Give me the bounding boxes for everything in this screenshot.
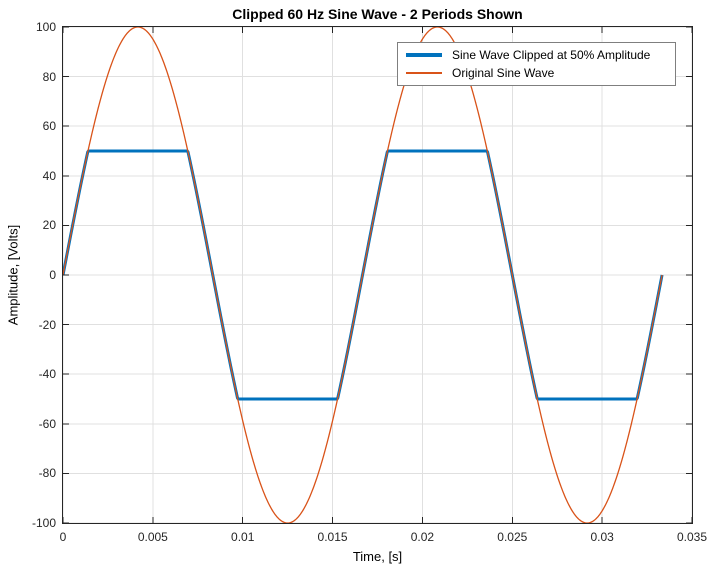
y-tick-label: 0 — [49, 268, 56, 282]
legend-item: Sine Wave Clipped at 50% Amplitude — [398, 46, 675, 64]
series-line-sine — [63, 27, 663, 523]
y-axis-label: Amplitude, [Volts] — [5, 224, 21, 326]
legend-box: Sine Wave Clipped at 50% Amplitude Origin… — [397, 42, 676, 86]
y-tick-label: 80 — [42, 69, 56, 84]
x-axis-label: Time, [s] — [352, 549, 403, 564]
legend-item: Original Sine Wave — [398, 64, 675, 82]
y-tick-label: 60 — [42, 119, 56, 134]
x-tick-label: 0.035 — [676, 530, 708, 544]
plot-area — [62, 26, 693, 524]
y-tick-label: -40 — [38, 367, 56, 382]
x-tick-label: 0.02 — [410, 530, 435, 544]
x-tick-label: 0.01 — [231, 530, 255, 544]
y-tick-label: -20 — [38, 317, 56, 332]
plot-canvas — [63, 27, 692, 523]
x-tick-label: 0.015 — [317, 530, 348, 544]
x-tick-label: 0 — [59, 530, 67, 544]
legend-line-sample — [406, 53, 442, 57]
plot-title: Clipped 60 Hz Sine Wave - 2 Periods Show… — [232, 6, 523, 22]
x-tick-label: 0.03 — [590, 530, 614, 544]
y-tick-label: 100 — [35, 20, 56, 34]
legend-label: Sine Wave Clipped at 50% Amplitude — [452, 48, 651, 62]
x-tick-label: 0.025 — [497, 530, 528, 544]
legend-label: Original Sine Wave — [452, 66, 555, 80]
y-tick-label: -80 — [38, 466, 56, 481]
y-tick-label: -100 — [31, 516, 56, 530]
x-tick-label: 0.005 — [137, 530, 168, 544]
y-tick-label: 20 — [42, 218, 56, 233]
y-tick-label: 40 — [42, 168, 56, 183]
legend-line-sample — [406, 72, 442, 74]
y-tick-label: -60 — [38, 416, 56, 431]
